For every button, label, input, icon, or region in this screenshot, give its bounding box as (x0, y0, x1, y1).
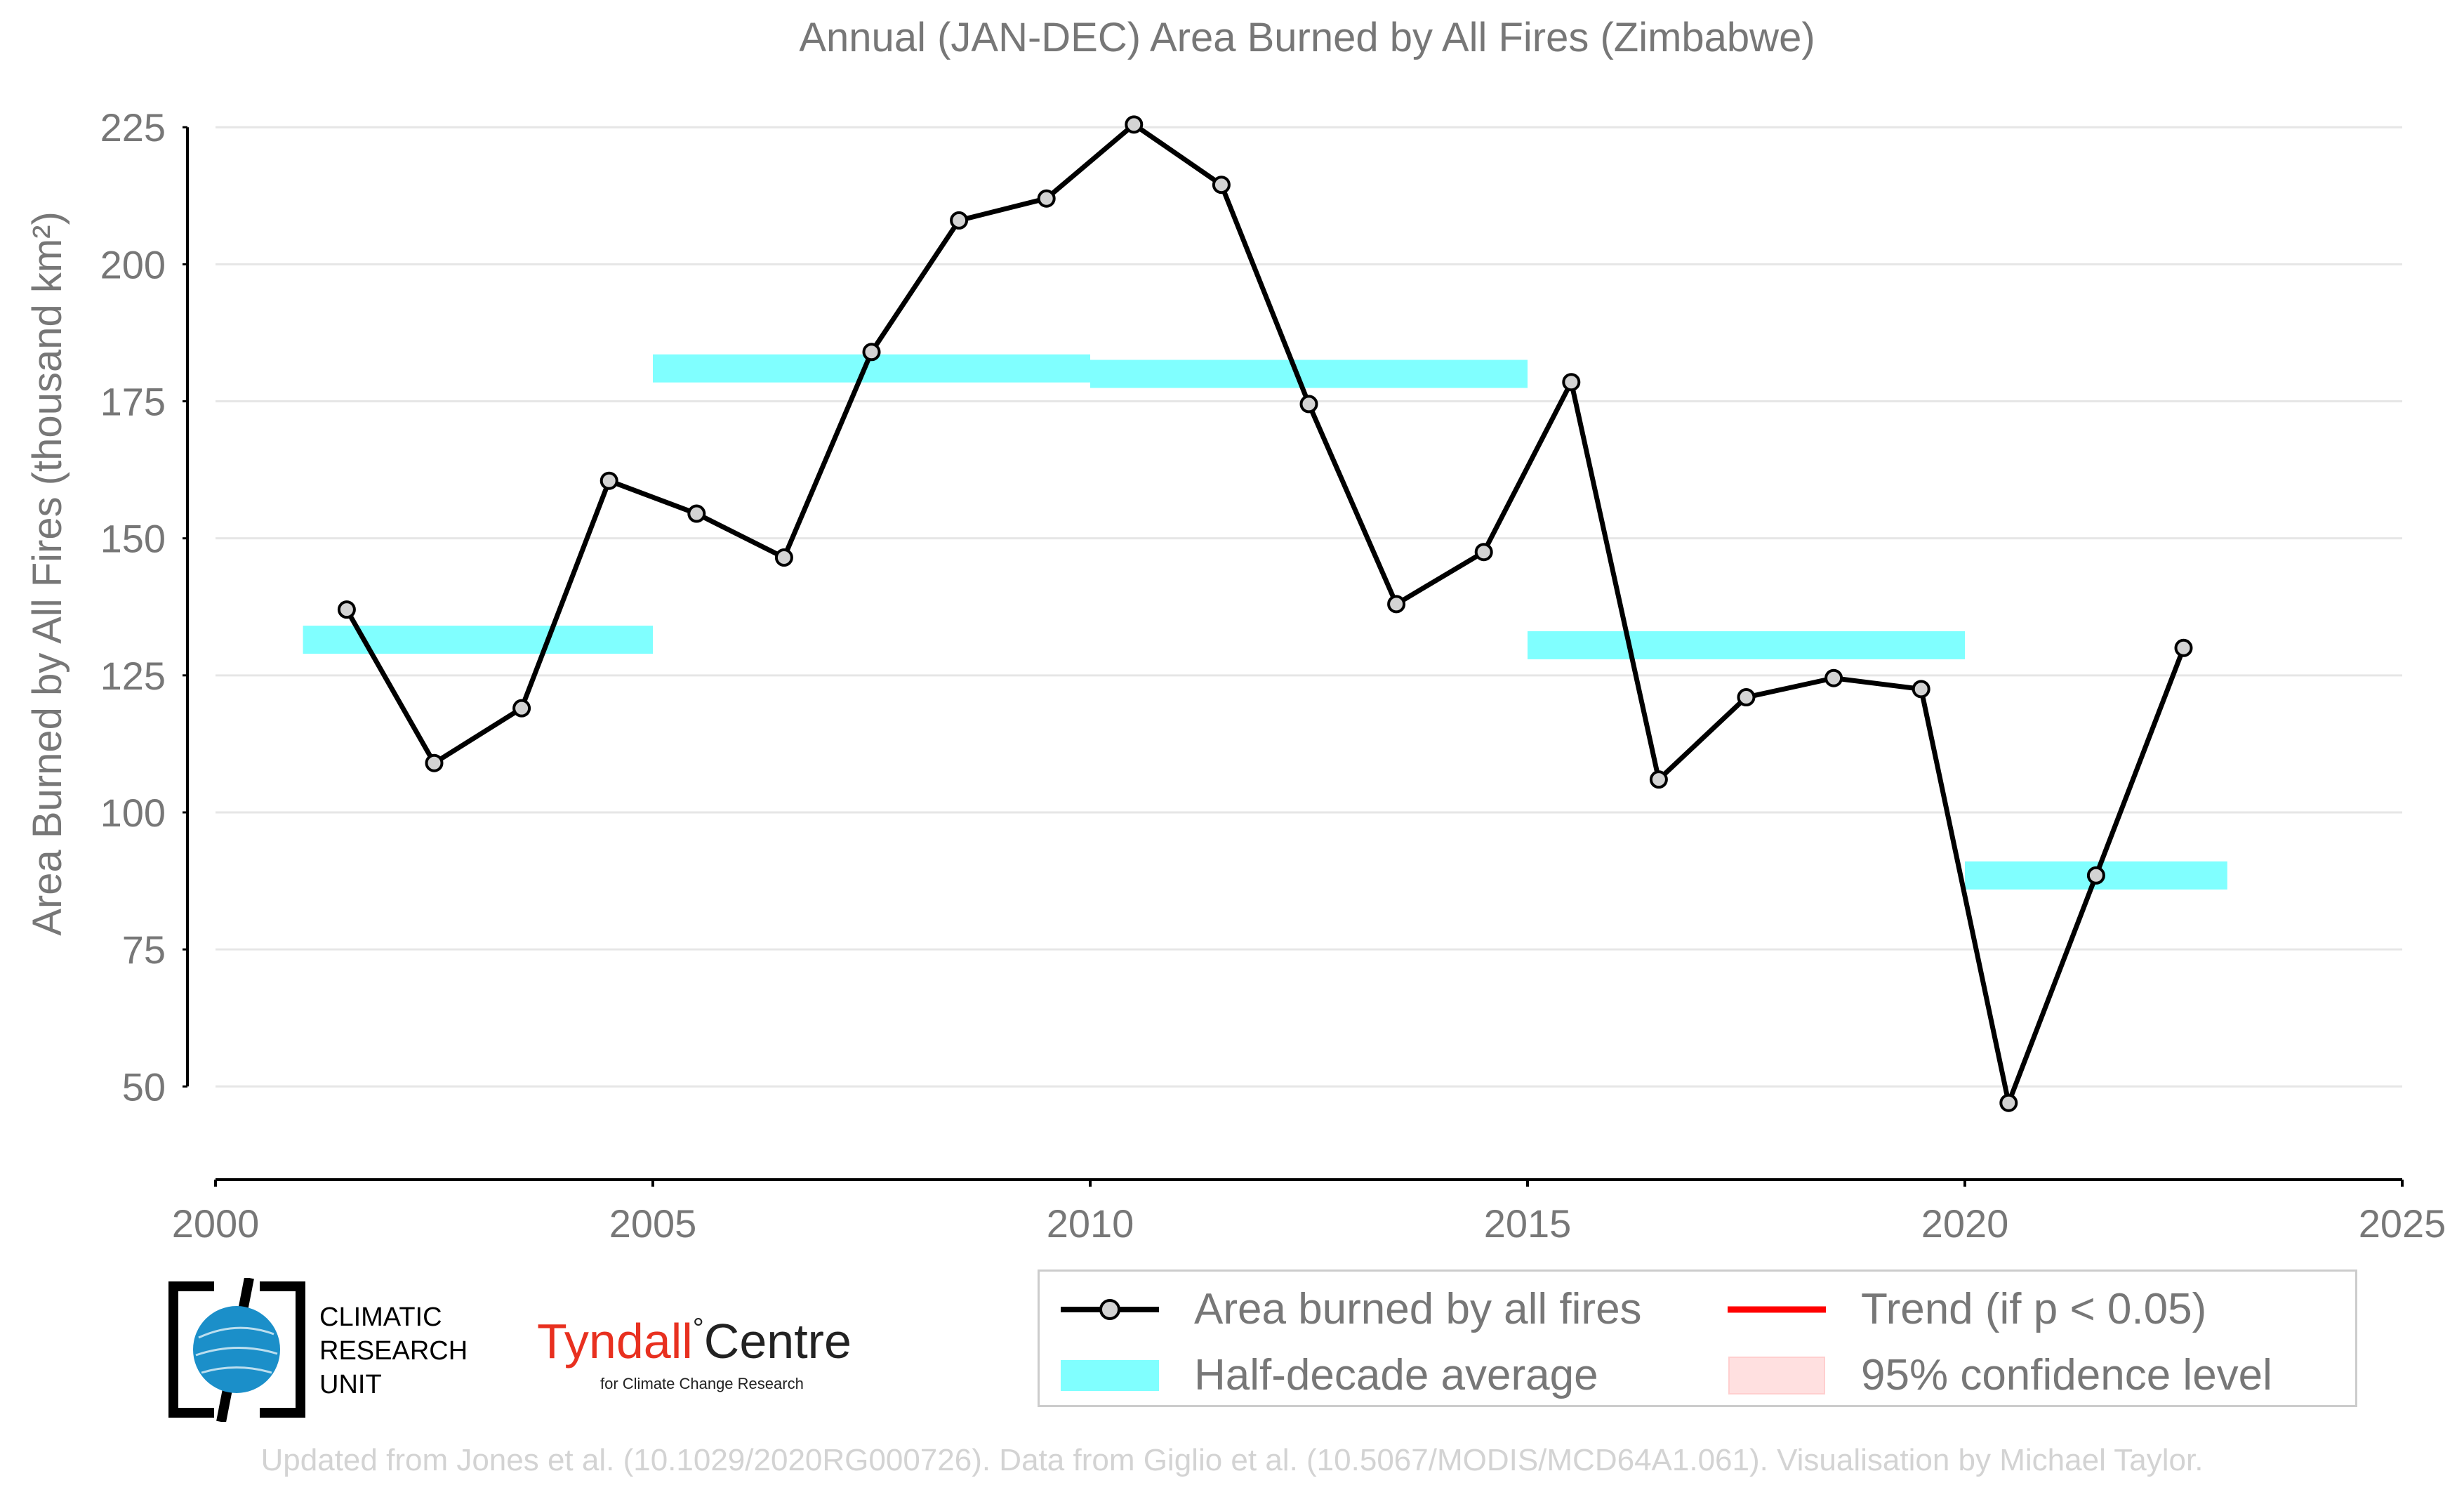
data-point (512, 699, 531, 718)
red-line-icon (1728, 1306, 1826, 1312)
data-point (1299, 395, 1318, 414)
data-point (600, 471, 618, 490)
y-tick-label: 50 (122, 1064, 166, 1109)
data-point (1999, 1093, 2018, 1112)
cru-globe-icon (193, 1306, 280, 1393)
tyndall-subtitle: for Climate Change Research (600, 1375, 804, 1392)
legend-label-area-burned: Area burned by all fires (1194, 1285, 1642, 1333)
y-tick-label: 225 (100, 105, 166, 150)
legend-item-trend: Trend (if p < 0.05) (1728, 1284, 2206, 1334)
half-decade-bar (1090, 360, 1528, 388)
data-point (1737, 688, 1756, 707)
half-decade-bar (1528, 631, 1965, 659)
data-point (425, 753, 444, 772)
legend-item-area-burned: Area burned by all fires (1061, 1284, 1642, 1334)
cru-line-1: CLIMATIC (319, 1303, 442, 1332)
tyndall-centre: Centre (703, 1314, 852, 1369)
data-point (2086, 866, 2105, 885)
data-point (1212, 176, 1231, 194)
x-tick-label: 2005 (609, 1201, 697, 1246)
data-point (687, 504, 706, 523)
series-line (344, 121, 2186, 1106)
y-tick-label: 175 (100, 380, 166, 424)
gridlines (216, 126, 2402, 1088)
x-tick-label: 2015 (1484, 1201, 1572, 1246)
data-point (1562, 373, 1581, 392)
data-point (1125, 115, 1144, 134)
x-tick-label: 2025 (2359, 1201, 2446, 1246)
y-tick-label: 150 (100, 517, 166, 561)
legend-label-half-decade: Half-decade average (1194, 1351, 1598, 1399)
cru-line-2: RESEARCH (319, 1336, 468, 1366)
area-burned-series (337, 115, 2193, 1112)
line-marker-icon (1061, 1298, 1159, 1320)
tyndall-logo: Tyndall°Centre for Climate Change Resear… (537, 1313, 852, 1392)
cru-logo-icon (168, 1278, 305, 1422)
x-axis: 2000 2005 2010 2015 2020 2025 (172, 1178, 2446, 1246)
x-tick-label: 2020 (1921, 1201, 2009, 1246)
cyan-bar-icon (1061, 1359, 1159, 1391)
data-point (774, 548, 793, 567)
y-tick-label: 125 (100, 654, 166, 698)
legend-item-confidence: 95% confidence level (1728, 1350, 2272, 1400)
half-decade-bar (303, 626, 653, 654)
x-tick-label: 2010 (1047, 1201, 1134, 1246)
cru-label: CLIMATIC RESEARCH UNIT (319, 1300, 468, 1402)
data-point (862, 343, 881, 362)
half-decade-average-bars (303, 354, 2227, 890)
pink-box-icon (1728, 1356, 1825, 1394)
chart-title: Annual (JAN-DEC) Area Burned by All Fire… (799, 15, 1815, 60)
data-point (1037, 189, 1056, 208)
y-tick-label: 75 (122, 928, 166, 972)
data-point (1474, 543, 1493, 562)
legend-label-confidence: 95% confidence level (1861, 1351, 2272, 1399)
data-point (950, 211, 969, 230)
data-point (1912, 680, 1930, 699)
data-point (1649, 770, 1668, 789)
logos: CLIMATIC RESEARCH UNIT Tyndall°Centre fo… (165, 1278, 867, 1422)
footer-credits: Updated from Jones et al. (10.1029/2020R… (260, 1443, 2204, 1477)
data-point (1387, 595, 1406, 614)
data-point (2174, 638, 2193, 657)
legend-label-trend: Trend (if p < 0.05) (1861, 1285, 2207, 1333)
x-tick-label: 2000 (172, 1201, 260, 1246)
data-point (1824, 668, 1843, 687)
cru-line-3: UNIT (319, 1370, 382, 1399)
y-axis-label: Area Burned by All Fires (thousand km²) (25, 211, 70, 936)
tyndall-degree: ° (692, 1313, 704, 1344)
data-point (337, 600, 356, 619)
legend-item-half-decade: Half-decade average (1061, 1350, 1598, 1400)
y-tick-label: 200 (100, 242, 166, 286)
y-tick-label: 100 (100, 791, 166, 835)
legend: Area burned by all fires Half-decade ave… (1038, 1270, 2357, 1407)
y-axis: 50 75 100 125 150 175 200 225 (100, 105, 189, 1109)
tyndall-name: Tyndall (537, 1314, 693, 1369)
